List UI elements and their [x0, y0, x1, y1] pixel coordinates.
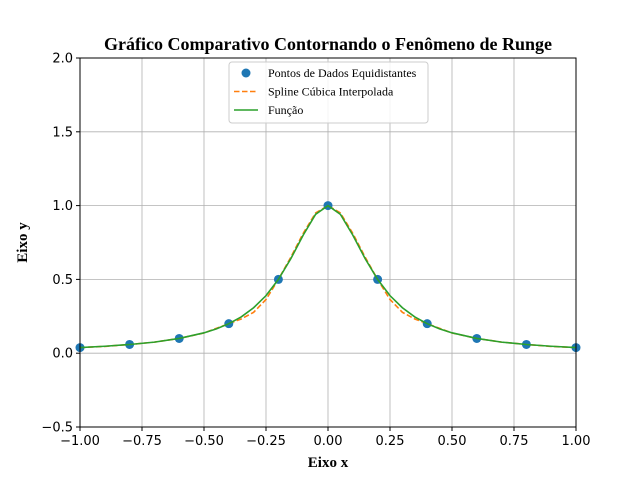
- chart-title: Gráfico Comparativo Contornando o Fenôme…: [104, 34, 552, 54]
- x-axis-label: Eixo x: [308, 455, 349, 471]
- y-tick-label: 0.5: [52, 273, 73, 288]
- y-tick-label: 1.0: [52, 199, 73, 214]
- x-tick-label: −0.75: [122, 434, 162, 449]
- x-tick-label: 1.00: [562, 434, 591, 449]
- series-layer: [75, 201, 581, 353]
- legend-label-function: Função: [268, 103, 303, 117]
- legend-box: [228, 61, 429, 124]
- y-axis-label: Eixo y: [15, 222, 31, 263]
- x-tick-label: −1.00: [60, 434, 100, 449]
- y-tick-label: 0.0: [52, 347, 73, 362]
- legend-marker-points: [241, 68, 251, 78]
- legend: Pontos de Dados Equidistantes Spline Cúb…: [228, 61, 429, 124]
- x-tick-label: −0.25: [246, 434, 286, 449]
- y-tick-label: 2.0: [52, 52, 73, 67]
- legend-label-points: Pontos de Dados Equidistantes: [268, 66, 417, 80]
- x-tick-label: 0.00: [314, 434, 343, 449]
- ticks-layer: −1.00 −0.75 −0.50 −0.25 0.00 0.25 0.50 0.75 1.00…: [41, 52, 590, 450]
- function-series-line: [79, 204, 577, 349]
- legend-label-spline: Spline Cúbica Interpolada: [268, 85, 394, 99]
- x-tick-label: 0.50: [438, 434, 467, 449]
- x-tick-label: 0.75: [500, 434, 529, 449]
- y-tick-label: −0.5: [41, 421, 73, 436]
- x-tick-label: −0.50: [184, 434, 224, 449]
- y-tick-label: 1.5: [52, 125, 73, 140]
- x-tick-label: 0.25: [376, 434, 405, 449]
